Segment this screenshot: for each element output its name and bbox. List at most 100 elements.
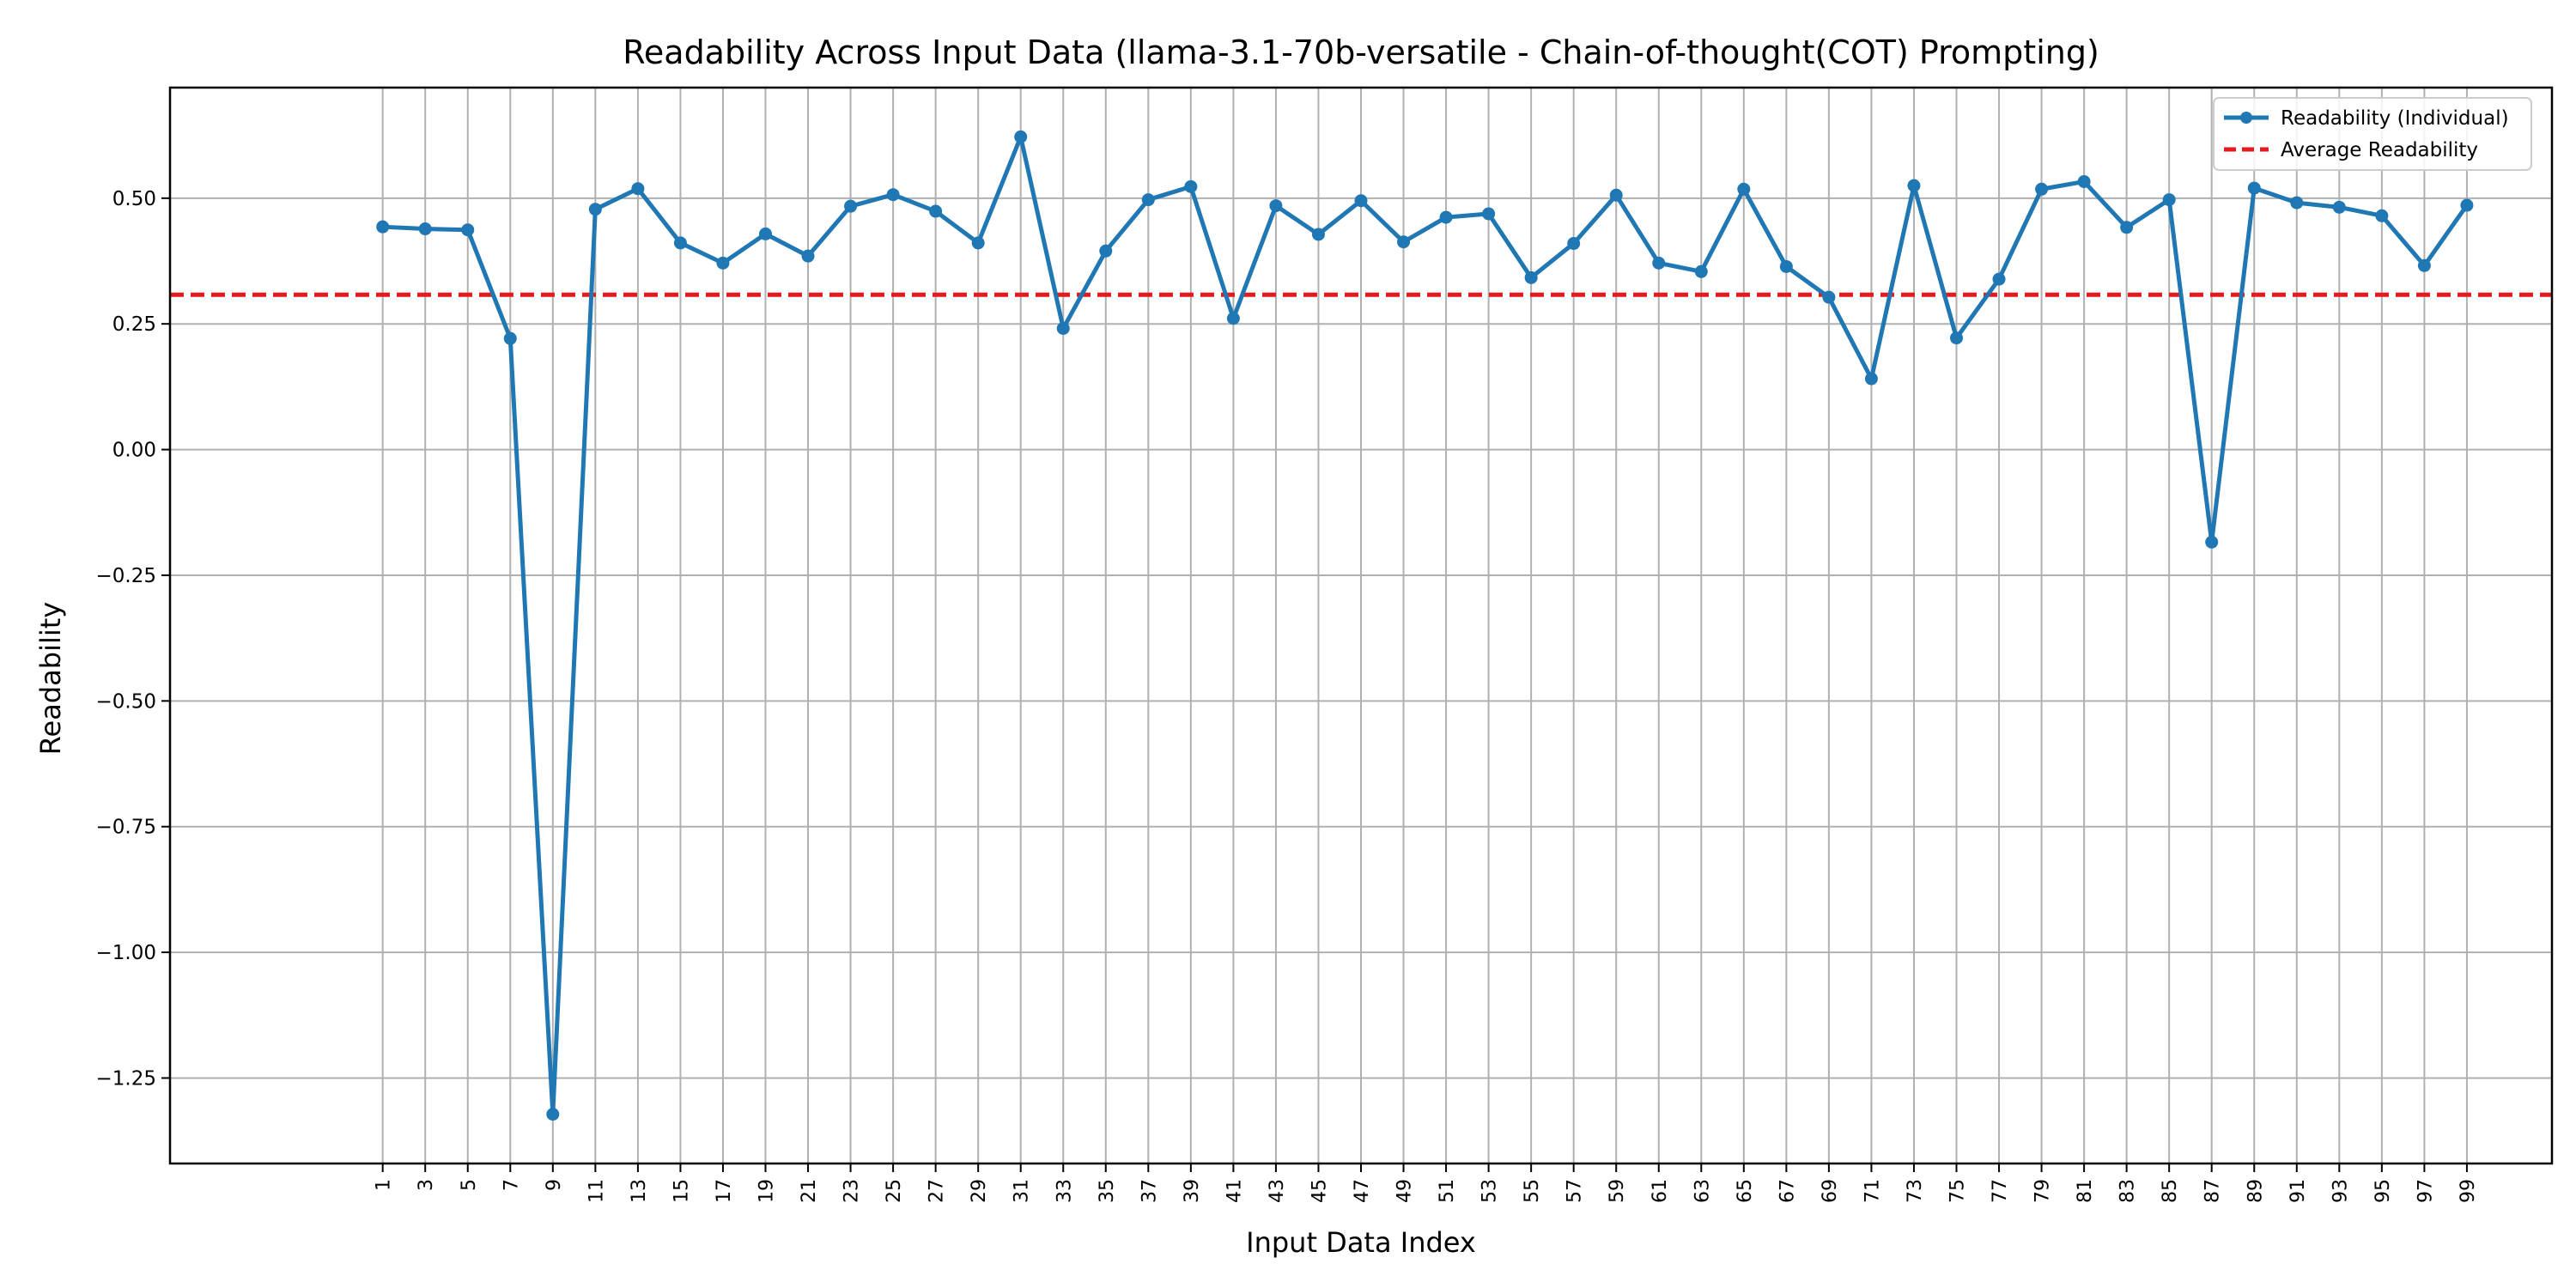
x-tick-label: 55	[1522, 1179, 1543, 1203]
x-tick-label: 3	[416, 1179, 437, 1191]
data-point	[1311, 228, 1325, 241]
series-layer	[376, 130, 2474, 1121]
x-tick-label: 65	[1735, 1179, 1756, 1203]
data-point	[2205, 535, 2219, 549]
data-point	[929, 204, 943, 218]
data-point	[1737, 182, 1751, 196]
data-point	[503, 331, 517, 345]
data-point	[2290, 196, 2304, 210]
x-tick-label: 51	[1437, 1179, 1458, 1203]
data-point	[588, 203, 602, 216]
legend-marker-individual	[2240, 112, 2252, 124]
y-tick-label: 0.00	[112, 440, 156, 462]
x-tick-label: 17	[714, 1179, 735, 1203]
legend-label-average: Average Readability	[2281, 139, 2478, 161]
x-tick-label: 69	[1820, 1179, 1841, 1203]
data-point	[1567, 237, 1581, 251]
x-tick-label: 93	[2330, 1179, 2351, 1203]
x-tick-label: 41	[1224, 1179, 1245, 1203]
x-tick-label: 39	[1182, 1179, 1203, 1203]
data-point	[1482, 207, 1496, 221]
x-tick-label: 5	[459, 1179, 480, 1191]
x-tick-label: 13	[629, 1179, 650, 1203]
y-tick-label: −0.75	[96, 817, 156, 839]
y-axis-label: Readability	[34, 602, 67, 755]
y-tick-label: −0.25	[96, 565, 156, 587]
data-point	[971, 236, 985, 250]
y-tick-label: 0.50	[112, 188, 156, 210]
data-point	[801, 249, 815, 263]
x-tick-label: 43	[1267, 1179, 1288, 1203]
x-tick-label: 49	[1394, 1179, 1416, 1203]
data-point	[1269, 199, 1283, 213]
data-point	[2077, 174, 2091, 188]
data-point	[2375, 209, 2389, 222]
x-tick-label: 77	[1990, 1179, 2011, 1203]
x-tick-label: 7	[501, 1179, 522, 1191]
data-point	[716, 256, 730, 270]
x-tick-label: 75	[1947, 1179, 1969, 1203]
x-tick-label: 27	[927, 1179, 948, 1203]
data-point	[1524, 270, 1538, 284]
x-tick-label: 21	[799, 1179, 820, 1203]
data-point	[2460, 198, 2474, 212]
data-point	[1354, 194, 1368, 208]
data-point	[2162, 193, 2176, 207]
data-point	[2120, 221, 2134, 234]
x-tick-label: 33	[1054, 1179, 1075, 1203]
data-point	[418, 222, 432, 236]
legend-box	[2213, 97, 2532, 171]
data-point	[1907, 179, 1921, 192]
data-point	[1652, 256, 1666, 270]
y-tick-label: −0.50	[96, 690, 156, 713]
data-point	[546, 1108, 560, 1121]
x-tick-label: 73	[1905, 1179, 1926, 1203]
data-point	[1397, 235, 1411, 249]
data-point	[1694, 264, 1708, 278]
x-tick-label: 87	[2202, 1179, 2224, 1203]
data-point	[673, 236, 687, 250]
x-tick-label: 11	[586, 1179, 607, 1203]
legend-label-individual: Readability (Individual)	[2281, 107, 2509, 130]
data-point	[1950, 331, 1963, 345]
data-point	[376, 220, 390, 234]
data-point	[1439, 210, 1453, 224]
legend: Readability (Individual) Average Readabi…	[2213, 97, 2532, 171]
x-tick-label: 95	[2372, 1179, 2394, 1203]
x-tick-label: 63	[1692, 1179, 1713, 1203]
x-tick-label: 31	[1012, 1179, 1033, 1203]
data-point	[1822, 290, 1836, 304]
x-tick-label: 25	[884, 1179, 905, 1203]
data-point	[461, 223, 475, 237]
x-tick-label: 45	[1309, 1179, 1330, 1203]
data-point	[1609, 188, 1623, 202]
chart-title: Readability Across Input Data (llama-3.1…	[623, 33, 2099, 71]
data-point	[1864, 372, 1878, 386]
x-tick-label: 15	[671, 1179, 692, 1203]
y-tick-label: −1.00	[96, 942, 156, 964]
x-tick-label: 81	[2075, 1179, 2096, 1203]
x-tick-label: 37	[1139, 1179, 1160, 1203]
data-point	[759, 227, 772, 240]
data-point	[1992, 272, 2006, 286]
x-tick-label: 57	[1564, 1179, 1586, 1203]
data-point	[1226, 312, 1240, 325]
x-tick-label: 23	[841, 1179, 863, 1203]
x-tick-label: 97	[2415, 1179, 2436, 1203]
y-tick-label: 0.25	[112, 313, 156, 336]
x-tick-label: 67	[1777, 1179, 1798, 1203]
x-tick-label: 99	[2458, 1179, 2479, 1203]
y-tick-label: −1.25	[96, 1067, 156, 1090]
x-tick-label: 91	[2287, 1179, 2309, 1203]
readability-individual-line	[382, 134, 2469, 1117]
data-point	[2332, 200, 2346, 214]
x-tick-label: 35	[1097, 1179, 1118, 1203]
data-point	[631, 182, 645, 196]
x-tick-label: 89	[2245, 1179, 2266, 1203]
x-axis-label: Input Data Index	[1246, 1226, 1476, 1259]
x-tick-label: 1	[374, 1179, 395, 1191]
data-point	[2247, 181, 2261, 195]
x-tick-label: 47	[1352, 1179, 1373, 1203]
